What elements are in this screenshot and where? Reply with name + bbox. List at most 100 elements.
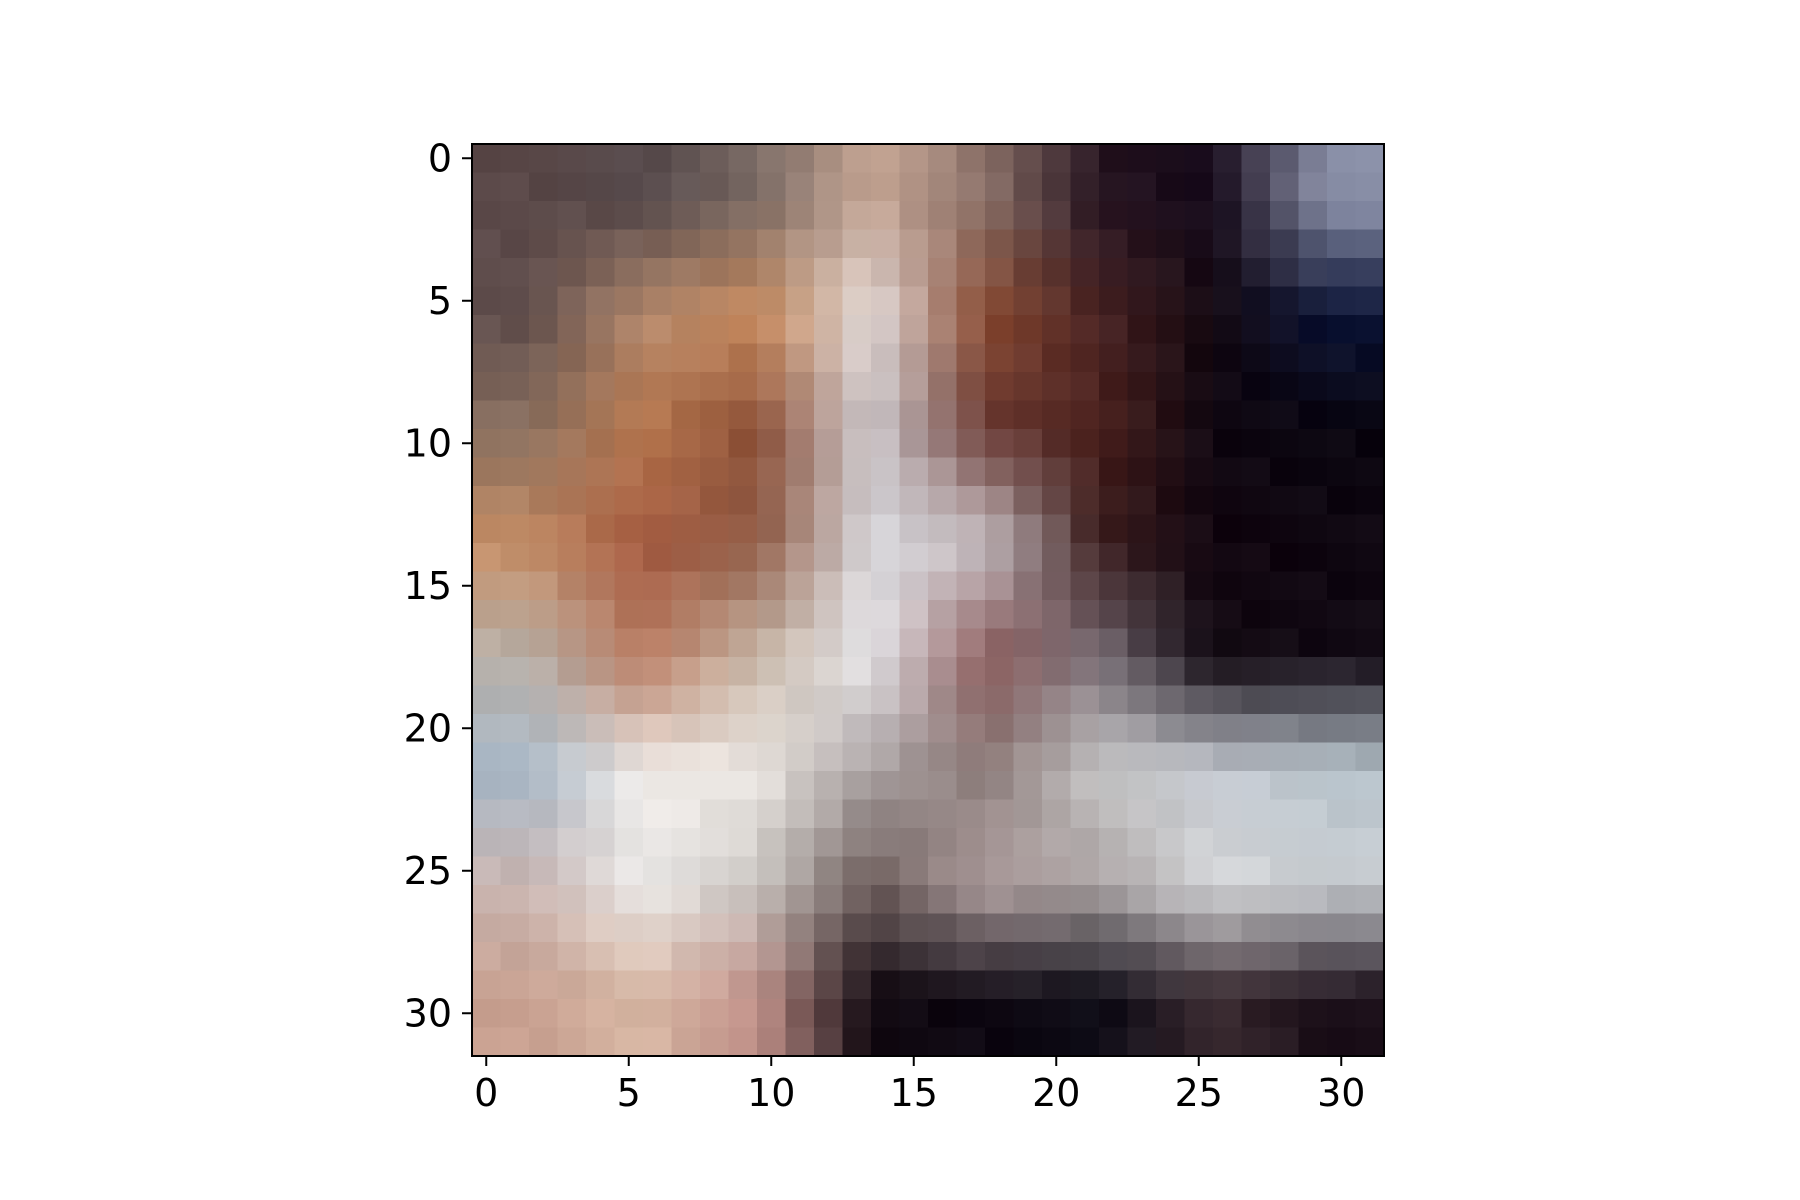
image-pixel: [1355, 657, 1385, 687]
image-pixel: [985, 799, 1015, 829]
image-pixel: [1070, 315, 1100, 345]
image-pixel: [1070, 771, 1100, 801]
image-pixel: [586, 913, 616, 943]
image-pixel: [671, 685, 701, 715]
image-pixel: [1127, 913, 1157, 943]
image-pixel: [956, 286, 986, 316]
image-pixel: [1042, 400, 1072, 430]
image-pixel: [728, 742, 758, 772]
image-pixel: [842, 286, 872, 316]
image-pixel: [1241, 486, 1271, 516]
image-pixel: [842, 514, 872, 544]
image-pixel: [1013, 600, 1043, 630]
image-pixel: [1327, 856, 1357, 886]
image-pixel: [671, 913, 701, 943]
image-pixel: [1355, 457, 1385, 487]
image-pixel: [757, 771, 787, 801]
image-pixel: [671, 229, 701, 259]
image-pixel: [1213, 343, 1243, 373]
image-pixel: [643, 343, 673, 373]
image-pixel: [1156, 400, 1186, 430]
image-pixel: [814, 258, 844, 288]
image-pixel: [1127, 343, 1157, 373]
image-pixel: [1013, 828, 1043, 858]
image-pixel: [586, 742, 616, 772]
image-pixel: [785, 172, 815, 202]
image-pixel: [557, 258, 587, 288]
image-pixel: [643, 771, 673, 801]
image-pixel: [1042, 486, 1072, 516]
image-pixel: [1298, 913, 1328, 943]
image-pixel: [871, 657, 901, 687]
image-pixel: [1070, 429, 1100, 459]
image-pixel: [586, 714, 616, 744]
image-pixel: [785, 942, 815, 972]
image-pixel: [1127, 201, 1157, 231]
image-pixel: [529, 286, 559, 316]
image-pixel: [586, 970, 616, 1000]
image-pixel: [899, 286, 929, 316]
image-pixel: [985, 400, 1015, 430]
image-pixel: [1127, 571, 1157, 601]
image-pixel: [785, 600, 815, 630]
image-pixel: [500, 372, 530, 402]
image-pixel: [586, 885, 616, 915]
image-pixel: [1270, 258, 1300, 288]
image-pixel: [1099, 885, 1129, 915]
image-pixel: [785, 315, 815, 345]
image-pixel: [529, 343, 559, 373]
image-pixel: [472, 514, 502, 544]
image-pixel: [899, 856, 929, 886]
image-pixel: [614, 486, 644, 516]
image-pixel: [643, 885, 673, 915]
image-pixel: [586, 856, 616, 886]
image-pixel: [614, 457, 644, 487]
image-pixel: [1127, 258, 1157, 288]
image-pixel: [1213, 543, 1243, 573]
image-pixel: [1298, 714, 1328, 744]
image-pixel: [985, 429, 1015, 459]
image-pixel: [1184, 571, 1214, 601]
image-pixel: [1184, 685, 1214, 715]
image-pixel: [1270, 714, 1300, 744]
image-pixel: [1213, 372, 1243, 402]
image-pixel: [671, 372, 701, 402]
image-pixel: [728, 999, 758, 1029]
image-pixel: [643, 486, 673, 516]
image-pixel: [614, 942, 644, 972]
image-pixel: [529, 514, 559, 544]
image-pixel: [928, 400, 958, 430]
image-pixel: [557, 885, 587, 915]
image-pixel: [700, 970, 730, 1000]
image-pixel: [1327, 828, 1357, 858]
pixel-image: [472, 144, 1385, 1057]
image-pixel: [1127, 885, 1157, 915]
image-pixel: [928, 343, 958, 373]
image-pixel: [1270, 343, 1300, 373]
image-pixel: [1184, 913, 1214, 943]
image-pixel: [671, 856, 701, 886]
image-pixel: [728, 657, 758, 687]
image-pixel: [1099, 771, 1129, 801]
image-pixel: [928, 742, 958, 772]
image-pixel: [557, 201, 587, 231]
image-pixel: [899, 885, 929, 915]
image-pixel: [956, 828, 986, 858]
image-pixel: [614, 372, 644, 402]
image-pixel: [586, 685, 616, 715]
image-pixel: [1070, 457, 1100, 487]
image-pixel: [472, 315, 502, 345]
image-pixel: [1127, 486, 1157, 516]
image-pixel: [472, 999, 502, 1029]
image-pixel: [1327, 486, 1357, 516]
image-pixel: [956, 571, 986, 601]
image-pixel: [1099, 685, 1129, 715]
image-pixel: [956, 400, 986, 430]
image-pixel: [842, 742, 872, 772]
image-pixel: [1355, 685, 1385, 715]
image-pixel: [1070, 286, 1100, 316]
image-pixel: [899, 514, 929, 544]
image-pixel: [985, 315, 1015, 345]
image-pixel: [1241, 514, 1271, 544]
image-pixel: [728, 771, 758, 801]
